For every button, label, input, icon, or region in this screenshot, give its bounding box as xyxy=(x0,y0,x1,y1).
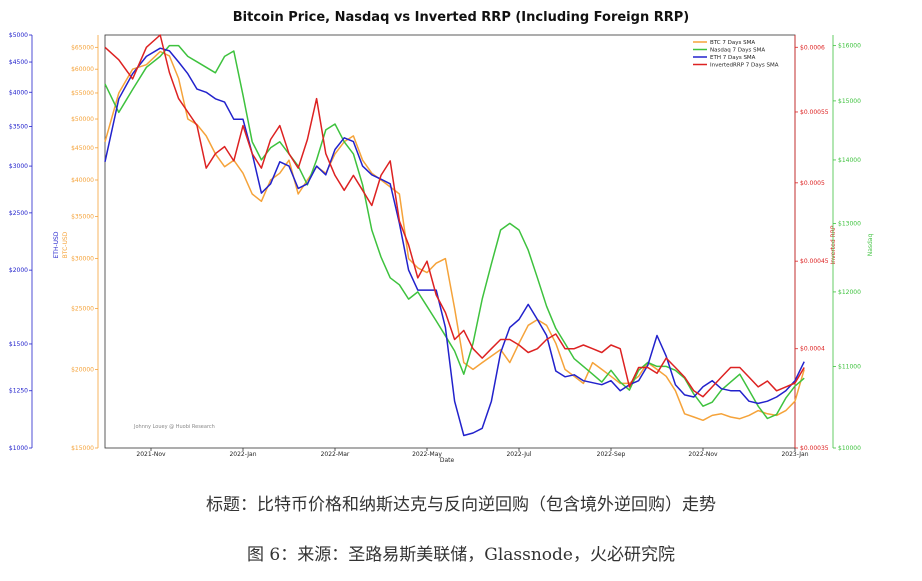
x-tick-label: 2022-Jul xyxy=(506,451,531,458)
btc-tick-label: $50000 xyxy=(71,116,94,123)
figure-source-caption: 图 6：来源：圣路易斯美联储，Glassnode，火必研究院 xyxy=(247,545,675,565)
rrp-tick-label: $0.0005 xyxy=(800,180,825,187)
x-axis-label: Date xyxy=(440,457,455,464)
eth-tick-label: $2000 xyxy=(9,267,28,274)
rrp-legend-label: InvertedRRP 7 Days SMA xyxy=(710,63,779,69)
rrp-tick-label: $0.00035 xyxy=(800,445,829,452)
eth-tick-label: $1250 xyxy=(9,388,28,395)
axes-layer: $5000 $4500 $4000 $3500 $3000 $2500 $2000 $1500… xyxy=(9,32,874,458)
x-tick-label: 2021-Nov xyxy=(136,451,166,458)
rrp-series-line xyxy=(104,34,805,398)
nasdaq-tick-label: $16000 xyxy=(838,43,861,50)
eth-legend-label: ETH 7 Days SMA xyxy=(710,55,756,61)
nasdaq-tick-label: $10000 xyxy=(838,445,861,452)
btc-series-line xyxy=(104,50,805,422)
nasdaq-tick-label: $13000 xyxy=(838,220,861,227)
nasdaq-tick-label: $14000 xyxy=(838,157,861,164)
btc-tick-label: $20000 xyxy=(71,366,94,373)
eth-tick-label: $4000 xyxy=(9,89,28,96)
eth-tick-label: $2500 xyxy=(9,210,28,217)
nasdaq-legend-label: Nasdaq 7 Days SMA xyxy=(710,48,765,54)
btc-tick-label: $15000 xyxy=(71,445,94,452)
btc-axis-label: BTC-USD xyxy=(62,231,69,258)
x-tick-label: 2022-Mar xyxy=(321,451,350,458)
watermark: Johnny Louey @ Huobi Research xyxy=(133,424,215,430)
eth-tick-label: $1000 xyxy=(9,445,28,452)
eth-tick-label: $3000 xyxy=(9,163,28,170)
nasdaq-tick-label: $11000 xyxy=(838,363,861,370)
x-tick-label: 2022-Sep xyxy=(597,451,626,458)
rrp-tick-label: $0.0006 xyxy=(800,44,825,51)
btc-tick-label: $60000 xyxy=(71,66,94,73)
nasdaq-series-line xyxy=(104,44,805,420)
btc-tick-label: $40000 xyxy=(71,177,94,184)
series-layer xyxy=(104,34,805,437)
btc-tick-label: $45000 xyxy=(71,145,94,152)
figure-title-caption: 标题：比特币价格和纳斯达克与反向逆回购（包含境外逆回购）走势 xyxy=(206,495,716,515)
eth-series-line xyxy=(104,47,805,437)
eth-tick-label: $4500 xyxy=(9,59,28,66)
x-tick-label: 2022-Jan xyxy=(229,451,256,458)
btc-tick-label: $55000 xyxy=(71,90,94,97)
nasdaq-axis-label: Nasdaq xyxy=(867,234,874,257)
eth-axis-label: ETH-USD xyxy=(53,231,60,258)
rrp-axis-label: Inverted RRP xyxy=(830,225,837,264)
eth-tick-label: $1500 xyxy=(9,341,28,348)
chart-title: Bitcoin Price, Nasdaq vs Inverted RRP (I… xyxy=(233,10,689,25)
rrp-tick-label: $0.00045 xyxy=(800,258,829,265)
btc-tick-label: $65000 xyxy=(71,44,94,51)
x-tick-label: 2022-May xyxy=(412,451,442,458)
btc-tick-label: $35000 xyxy=(71,213,94,220)
btc-tick-label: $25000 xyxy=(71,305,94,312)
rrp-tick-label: $0.0004 xyxy=(800,346,825,353)
nasdaq-tick-label: $15000 xyxy=(838,98,861,105)
btc-tick-label: $30000 xyxy=(71,256,94,263)
eth-tick-label: $3500 xyxy=(9,124,28,131)
x-tick-label: 2022-Nov xyxy=(688,451,718,458)
nasdaq-tick-label: $12000 xyxy=(838,289,861,296)
chart: Bitcoin Price, Nasdaq vs Inverted RRP (I… xyxy=(9,10,874,464)
btc-legend-label: BTC 7 Days SMA xyxy=(710,40,755,46)
eth-tick-label: $5000 xyxy=(9,32,28,39)
x-tick-label: 2023-Jan xyxy=(781,451,808,458)
rrp-tick-label: $0.00055 xyxy=(800,109,829,116)
